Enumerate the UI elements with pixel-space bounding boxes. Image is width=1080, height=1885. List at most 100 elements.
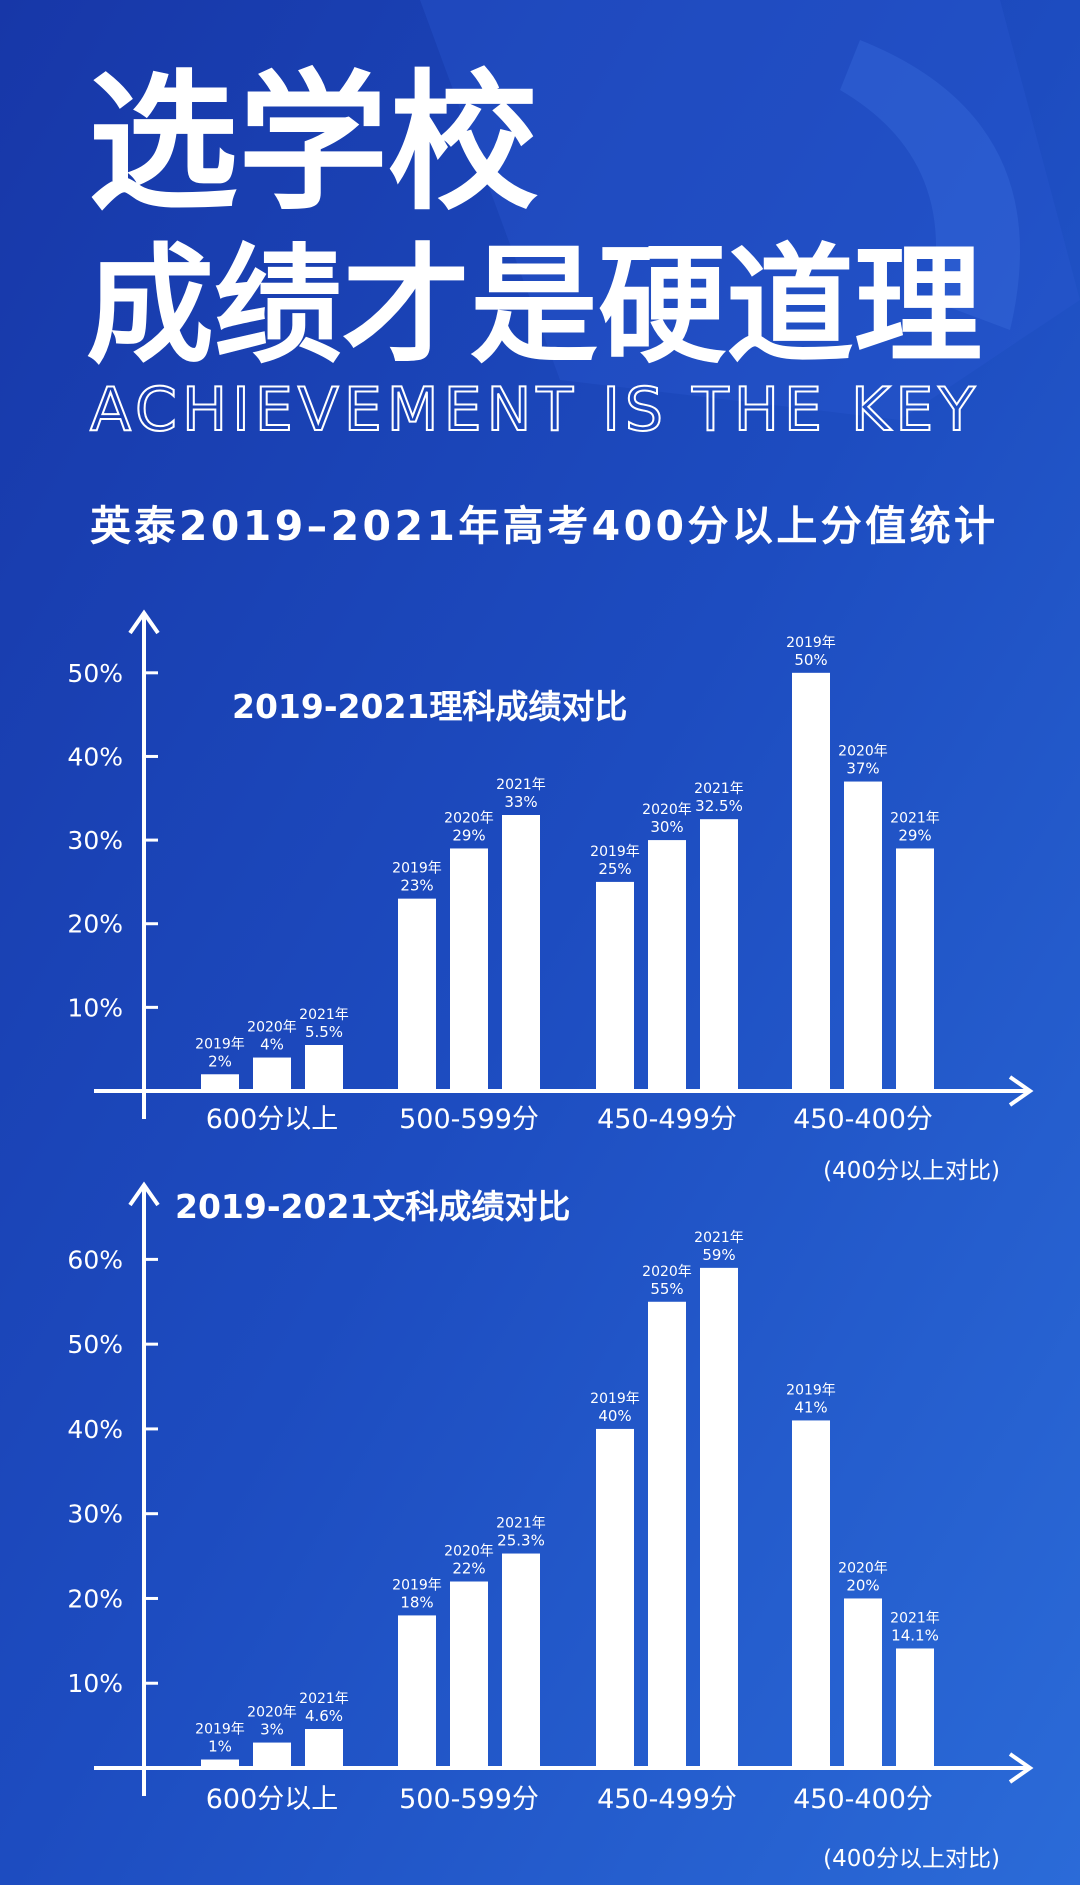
x-axis-arrow: [1008, 1075, 1034, 1107]
x-tick-label: 500-599分: [399, 1784, 539, 1815]
bar-value-label: 4.6%: [305, 1707, 343, 1725]
bar: [896, 848, 934, 1091]
bar: [700, 819, 738, 1091]
y-tick-label: 60%: [67, 1245, 123, 1274]
y-axis-arrow: [128, 1181, 160, 1207]
bar-year-label: 2021年: [496, 1516, 546, 1532]
bar-year-label: 2019年: [392, 1577, 442, 1593]
bar: [792, 672, 830, 1091]
chart-title: 2019-2021理科成绩对比: [232, 687, 627, 726]
bar-value-label: 40%: [598, 1407, 631, 1425]
x-tick-label: 450-499分: [597, 1784, 737, 1815]
bar-year-label: 2019年: [195, 1722, 245, 1738]
bar-value-label: 32.5%: [695, 797, 743, 815]
bar-year-label: 2019年: [786, 635, 836, 651]
y-tick-label: 30%: [67, 826, 123, 855]
bar-year-label: 2020年: [838, 1560, 888, 1576]
bar-value-label: 20%: [846, 1576, 879, 1594]
title: 选学校: [88, 57, 538, 231]
y-tick-label: 30%: [67, 1500, 123, 1529]
bar-value-label: 30%: [650, 818, 683, 836]
bar: [398, 898, 436, 1091]
bar-value-label: 2%: [208, 1052, 232, 1070]
bar-year-label: 2020年: [444, 810, 494, 826]
bar-year-label: 2019年: [590, 844, 640, 860]
bar-value-label: 59%: [702, 1246, 735, 1264]
bar: [502, 1553, 540, 1768]
bar-value-label: 22%: [452, 1560, 485, 1578]
bar-value-label: 33%: [504, 793, 537, 811]
x-tick-label: 500-599分: [399, 1104, 539, 1135]
bar-year-label: 2021年: [694, 781, 744, 797]
bar-value-label: 14.1%: [891, 1626, 939, 1644]
bar: [844, 781, 882, 1091]
chart-title: 2019-2021文科成绩对比: [175, 1187, 570, 1226]
bar-year-label: 2019年: [392, 861, 442, 877]
bar-value-label: 37%: [846, 760, 879, 778]
x-tick-label: 450-400分: [793, 1784, 933, 1815]
charts: 2019-2021理科成绩对比 (400分以上对比) 10% 20% 30% 40% 50%…: [67, 609, 1034, 1872]
bar-year-label: 2020年: [444, 1544, 494, 1560]
y-tick-label: 40%: [67, 1415, 123, 1444]
x-axis-arrow: [1008, 1752, 1034, 1784]
x-tick-label: 600分以上: [206, 1784, 339, 1815]
bar-value-label: 41%: [794, 1398, 827, 1416]
bar-year-label: 2020年: [247, 1020, 297, 1036]
bar-value-label: 25.3%: [497, 1532, 545, 1550]
bar: [450, 1581, 488, 1768]
bar-year-label: 2021年: [694, 1230, 744, 1246]
bar-value-label: 29%: [898, 826, 931, 844]
bar: [305, 1045, 343, 1091]
bar-year-label: 2019年: [195, 1036, 245, 1052]
bar-value-label: 3%: [260, 1721, 284, 1739]
heading: 英泰2019–2021年高考400分以上分值统计: [90, 502, 995, 550]
bar: [700, 1267, 738, 1768]
bar: [596, 1428, 634, 1768]
bar-year-label: 2020年: [642, 802, 692, 818]
note: (400分以上对比): [823, 1158, 1000, 1184]
bar-year-label: 2019年: [786, 1382, 836, 1398]
bar-value-label: 5.5%: [305, 1023, 343, 1041]
y-tick-label: 20%: [67, 1584, 123, 1613]
bar: [896, 1648, 934, 1768]
note: (400分以上对比): [823, 1846, 1000, 1872]
x-tick-label: 450-400分: [793, 1104, 933, 1135]
decor: [420, 0, 1080, 420]
bar: [398, 1615, 436, 1768]
bar-value-label: 1%: [208, 1738, 232, 1756]
bar: [201, 1759, 239, 1768]
decor: [840, 40, 1020, 330]
y-axis-arrow: [128, 609, 160, 635]
bar-value-label: 50%: [794, 651, 827, 669]
bar-year-label: 2021年: [890, 1610, 940, 1626]
y-tick-label: 10%: [67, 1669, 123, 1698]
bar: [201, 1074, 239, 1091]
bar-value-label: 25%: [598, 860, 631, 878]
y-tick-label: 50%: [67, 1330, 123, 1359]
bar: [450, 848, 488, 1091]
title: 成绩才是硬道理: [86, 232, 982, 381]
bar-value-label: 4%: [260, 1036, 284, 1054]
bar-value-label: 18%: [400, 1593, 433, 1611]
bar: [844, 1598, 882, 1768]
bar: [502, 815, 540, 1091]
bar-year-label: 2020年: [247, 1705, 297, 1721]
y-tick-label: 10%: [67, 993, 123, 1022]
y-tick-label: 20%: [67, 910, 123, 939]
bar: [792, 1420, 830, 1768]
bar: [253, 1742, 291, 1768]
bar-year-label: 2021年: [299, 1691, 349, 1707]
bar-value-label: 29%: [452, 826, 485, 844]
y-tick-label: 50%: [67, 659, 123, 688]
x-tick-label: 600分以上: [206, 1104, 339, 1135]
bar: [596, 881, 634, 1091]
bar-year-label: 2019年: [590, 1391, 640, 1407]
y-tick-label: 40%: [67, 742, 123, 771]
bar: [305, 1729, 343, 1768]
bar: [253, 1057, 291, 1091]
bar-year-label: 2020年: [642, 1264, 692, 1280]
x-tick-label: 450-499分: [597, 1104, 737, 1135]
bar-year-label: 2021年: [299, 1007, 349, 1023]
bar: [648, 840, 686, 1091]
